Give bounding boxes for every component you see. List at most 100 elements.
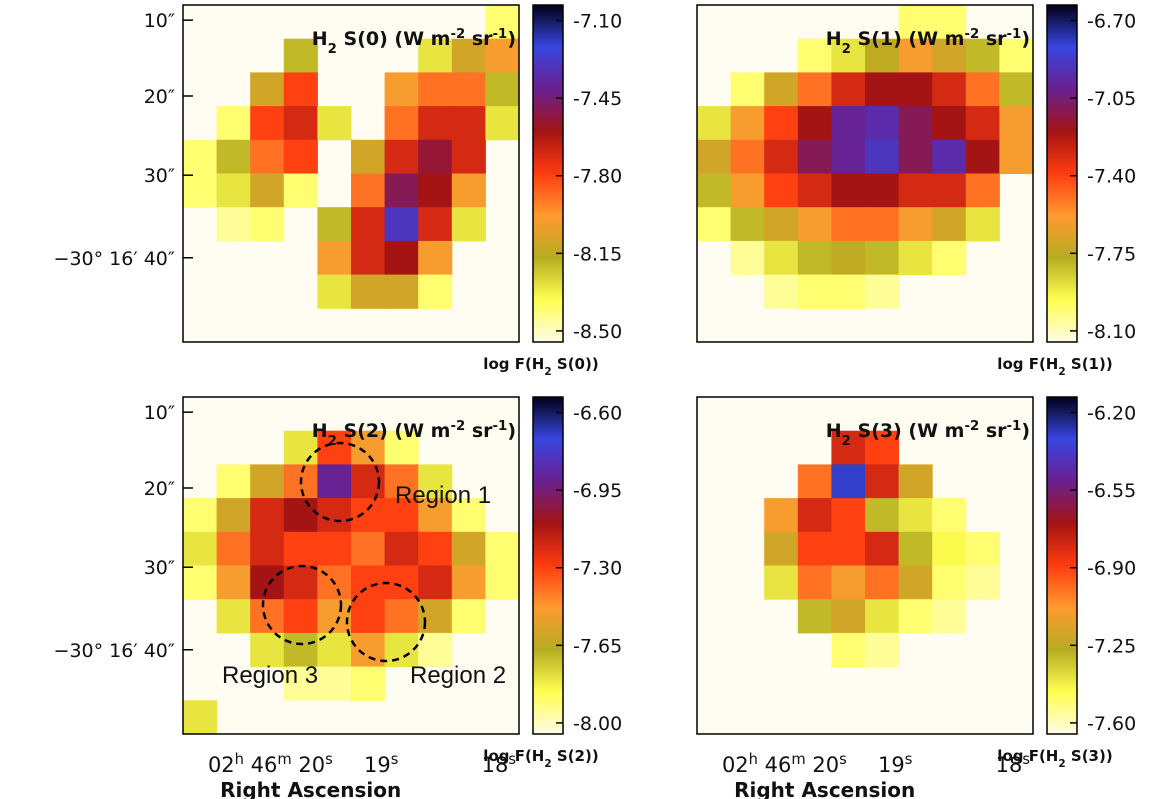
map-cell [451, 38, 486, 73]
text-part: sr [979, 420, 1007, 442]
map-cell [485, 38, 520, 73]
map-cell [317, 274, 352, 309]
colorbar-tick-label: -8.15 [573, 243, 622, 265]
map-cell [250, 565, 285, 600]
text-part: S(0)) [552, 355, 599, 373]
map-cell [697, 139, 732, 174]
plot-frame [696, 4, 1034, 343]
map-cell [451, 565, 486, 600]
text-part: S(0) (W m [337, 28, 451, 50]
colorbar-tick-label: -7.45 [573, 88, 622, 110]
map-cell [418, 240, 453, 276]
map-cell [797, 274, 832, 309]
map-cell [898, 72, 933, 107]
text-part: 19 [364, 753, 391, 777]
map-cell [451, 531, 486, 566]
map-cell [865, 565, 900, 600]
map-cell [216, 565, 251, 600]
colorbar-tick-label: -6.95 [573, 480, 622, 502]
text-part: 46 [244, 753, 277, 777]
map-cell [317, 464, 352, 499]
map-cell [898, 240, 933, 276]
map-cell [831, 274, 866, 309]
map-cell [250, 207, 285, 242]
text-part: 2 [544, 366, 551, 378]
text-part: ) [1021, 420, 1030, 442]
map-cell [764, 274, 799, 309]
map-cell [831, 139, 866, 174]
colorbar-tick-label: -6.20 [1087, 403, 1136, 425]
map-cell [384, 599, 419, 634]
map-cell [283, 531, 318, 566]
text-part: ) [507, 28, 516, 50]
map-cell [283, 632, 318, 668]
map-cell [831, 72, 866, 107]
map-cell [831, 106, 866, 141]
colorbar-label: log F(H2 S(0)) [483, 355, 598, 378]
map-cell [351, 274, 386, 309]
map-cell [183, 565, 218, 600]
text-part: S(2)) [552, 747, 599, 765]
map-cell [351, 599, 386, 634]
text-part: 2 [328, 434, 337, 449]
text-part: s [325, 751, 333, 768]
text-part: H [826, 420, 842, 442]
map-cell [831, 498, 866, 533]
text-part: sr [979, 28, 1007, 50]
map-cell [216, 599, 251, 634]
map-cell [317, 106, 352, 141]
text-part: -2 [450, 27, 465, 42]
map-cell [351, 498, 386, 533]
map-cell [485, 565, 520, 600]
map-cell [384, 173, 419, 208]
map-cell [999, 106, 1034, 141]
text-part: m [791, 751, 805, 768]
map-cell [697, 106, 732, 141]
map-cell [418, 632, 453, 668]
panel-title: H2 S(3) (W m-2 sr-1) [826, 419, 1030, 449]
colorbar-tick-label: -7.65 [573, 635, 622, 657]
map-cell [730, 207, 765, 242]
colorbar-tick-label: -7.40 [1087, 166, 1136, 188]
colorbar-tick-label: -6.55 [1087, 480, 1136, 502]
map-cell [932, 531, 967, 566]
map-cell [283, 139, 318, 174]
panel-title: H2 S(1) (W m-2 sr-1) [826, 27, 1030, 57]
map-cell [351, 240, 386, 276]
map-cell [216, 106, 251, 141]
map-cell [764, 207, 799, 242]
map-cell [764, 72, 799, 107]
text-part: 2 [544, 758, 551, 770]
map-cell [216, 207, 251, 242]
map-cell [183, 700, 218, 735]
map-cell [831, 38, 866, 73]
x-tick-label: 19s [878, 751, 912, 778]
panel-title: H2 S(2) (W m-2 sr-1) [312, 419, 516, 449]
map-cell [451, 599, 486, 634]
map-cell [485, 531, 520, 566]
colorbar-tick-label: -7.25 [1087, 635, 1136, 657]
map-cell [865, 274, 900, 309]
map-cell [283, 430, 318, 465]
map-cell [283, 666, 318, 701]
map-cell [932, 139, 967, 174]
map-cell [865, 430, 900, 465]
map-cell [932, 72, 967, 107]
map-cell [451, 139, 486, 174]
map-cell [730, 106, 765, 141]
text-part: S(3)) [1066, 747, 1113, 765]
map-cell [451, 106, 486, 141]
map-cell [418, 38, 453, 73]
y-tick-label: 10″ [144, 402, 175, 424]
map-cell [418, 498, 453, 533]
map-cell [418, 173, 453, 208]
colorbar-tick-label: -7.75 [1087, 243, 1136, 265]
map-cell [216, 531, 251, 566]
text-part: log F(H [483, 747, 544, 765]
colorbar-tick-label: -7.05 [1087, 88, 1136, 110]
region-label: Region 2 [410, 662, 506, 689]
map-cell [418, 464, 453, 499]
region-circle [299, 441, 381, 523]
text-part: sr [465, 28, 493, 50]
colorbar-tick-label: -6.70 [1087, 11, 1136, 33]
